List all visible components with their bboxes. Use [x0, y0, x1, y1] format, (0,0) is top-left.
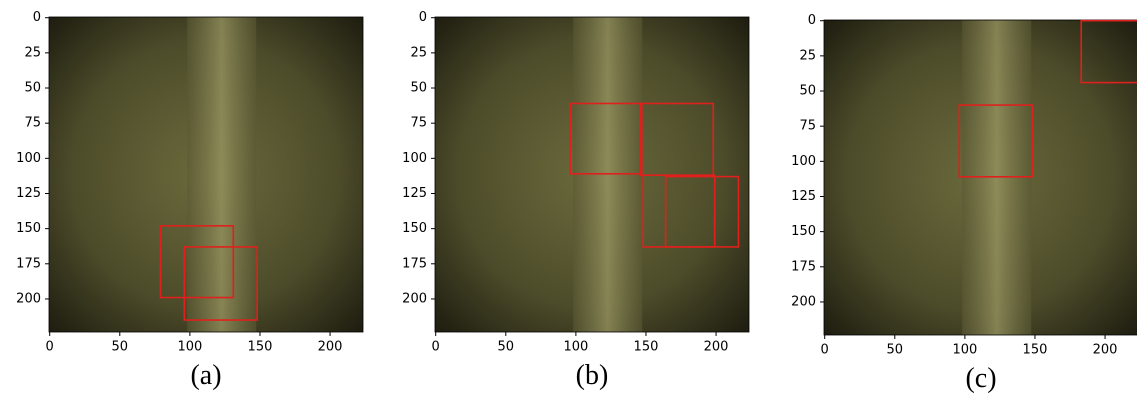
x-tick-label: 50: [887, 343, 904, 358]
y-tick-label: 200: [16, 291, 41, 306]
panel: 0 50 100 150 200 0 25 50 75 100 125 150 175 200 (b): [402, 10, 750, 391]
y-tick-label: 50: [410, 81, 427, 96]
x-tick-label: 100: [952, 343, 977, 358]
panel: 0 50 100 150 200 0 25 50 75 100 125 150 175 200 (c): [791, 13, 1137, 394]
x-tick-label: 50: [498, 340, 515, 355]
y-tick-label: 75: [24, 116, 41, 131]
x-tick-label: 0: [432, 340, 440, 355]
y-tick-label: 125: [791, 189, 816, 204]
caption: (c): [965, 363, 996, 394]
y-tick-label: 0: [419, 10, 427, 25]
y-tick-label: 175: [402, 256, 427, 271]
x-tick-label: 100: [563, 340, 588, 355]
y-tick-label: 25: [24, 45, 41, 60]
y-tick-label: 150: [402, 221, 427, 236]
bounding-box: [664, 175, 740, 248]
x-tick-label: 150: [634, 340, 659, 355]
bounding-box: [183, 246, 258, 321]
y-tick-label: 50: [799, 84, 816, 99]
x-tick-label: 200: [318, 340, 343, 355]
bounding-box: [1080, 19, 1137, 84]
x-tick-label: 100: [177, 340, 202, 355]
caption: (a): [190, 360, 221, 391]
x-tick-label: 200: [1093, 343, 1118, 358]
y-tick-label: 125: [402, 186, 427, 201]
y-tick-label: 175: [16, 256, 41, 271]
caption: (b): [576, 360, 609, 391]
y-tick-label: 100: [16, 151, 41, 166]
y-tick-label: 200: [402, 291, 427, 306]
x-tick-label: 150: [248, 340, 273, 355]
y-tick-label: 0: [808, 13, 816, 28]
x-tick-label: 150: [1023, 343, 1048, 358]
bounding-box: [569, 102, 643, 175]
y-tick-label: 150: [16, 221, 41, 236]
y-tick-label: 25: [799, 48, 816, 63]
y-tick-label: 75: [799, 119, 816, 134]
y-tick-label: 50: [24, 81, 41, 96]
axes-frame: [48, 16, 364, 333]
bounding-box: [159, 225, 235, 299]
rail: [187, 17, 257, 332]
y-tick-label: 125: [16, 186, 41, 201]
y-tick-label: 25: [410, 45, 427, 60]
y-tick-label: 75: [410, 116, 427, 131]
y-tick-label: 150: [791, 224, 816, 239]
y-tick-label: 200: [791, 294, 816, 309]
y-tick-label: 100: [402, 151, 427, 166]
bounding-box: [958, 104, 1033, 178]
x-tick-label: 200: [704, 340, 729, 355]
panel: 0 50 100 150 200 0 25 50 75 100 125 150 175 200 (a): [16, 10, 364, 391]
y-tick-label: 100: [791, 154, 816, 169]
axes-frame: [823, 19, 1137, 336]
axes-frame: [434, 16, 750, 333]
y-tick-label: 175: [791, 259, 816, 274]
x-tick-label: 0: [821, 343, 829, 358]
x-tick-label: 0: [46, 340, 54, 355]
x-tick-label: 50: [112, 340, 129, 355]
y-tick-label: 0: [33, 10, 41, 25]
